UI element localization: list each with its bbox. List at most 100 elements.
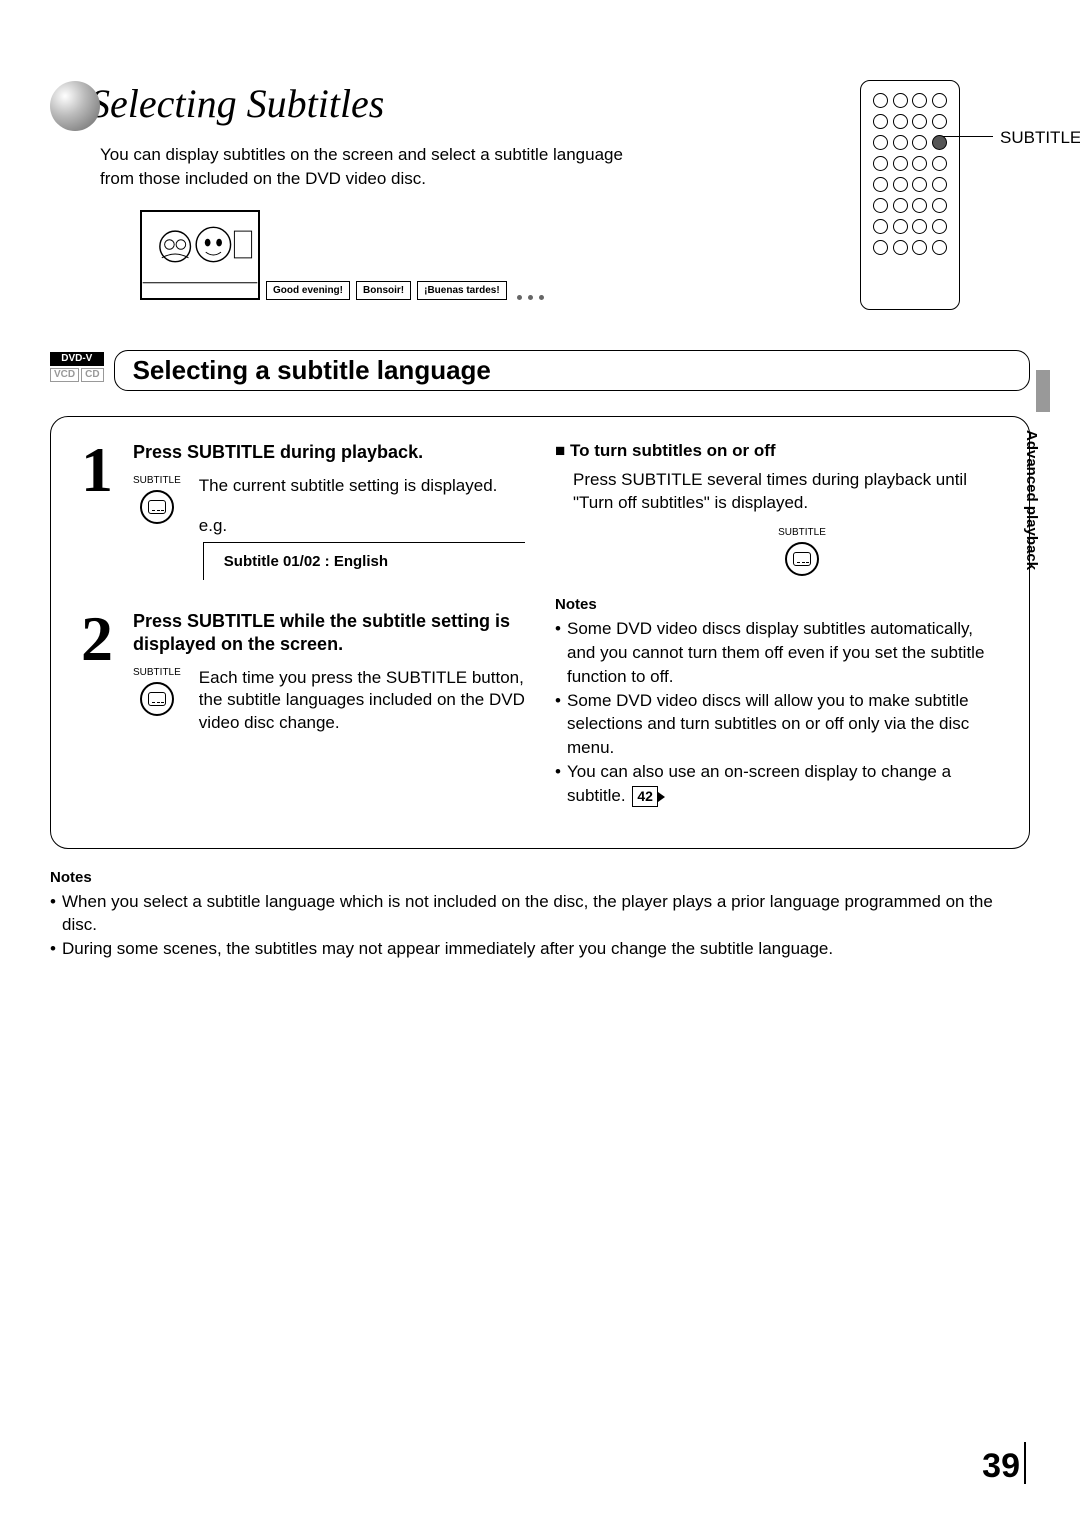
remote-button [912,135,927,150]
subtitle-button-icon: SUBTITLE [133,667,181,716]
section-title: Selecting a subtitle language [133,355,491,385]
step-number: 1 [81,441,121,579]
subtitle-button-icon: SUBTITLE [605,527,999,576]
subtitle-button-label: SUBTITLE [778,527,826,538]
remote-button [912,93,927,108]
disc-badges: DVD-V VCD CD [50,350,104,382]
speech-illustration: Good evening! Bonsoir! ¡Buenas tardes! [140,210,860,300]
badge-dvd: DVD-V [50,352,104,366]
remote-button [873,156,888,171]
remote-button [912,198,927,213]
eg-block: e.g. Subtitle 01/02 : English [199,516,525,580]
main-box: 1 Press SUBTITLE during playback. SUBTIT… [50,416,1030,848]
remote-callout-line [943,136,993,137]
note-item: Some DVD video discs display subtitles a… [555,617,999,688]
remote-button [873,198,888,213]
note-item: When you select a subtitle language whic… [50,890,1030,938]
title-block: Selecting Subtitles You can display subt… [50,80,860,320]
characters-box [140,210,260,300]
bottom-notes-list: When you select a subtitle language whic… [50,890,1030,961]
remote-row [871,219,949,234]
top-section: Selecting Subtitles You can display subt… [50,80,1030,320]
notes-heading: Notes [555,596,999,613]
step-content: Press SUBTITLE during playback. SUBTITLE… [133,441,525,579]
sub-heading: To turn subtitles on or off [555,441,999,461]
remote-button [873,219,888,234]
bottom-notes: Notes When you select a subtitle languag… [50,869,1030,961]
left-column: 1 Press SUBTITLE during playback. SUBTIT… [81,441,525,807]
remote-button [893,198,908,213]
remote-button [932,177,947,192]
step-text: Each time you press the SUBTITLE button,… [199,667,525,736]
eg-label: e.g. [199,516,525,536]
step-text-wrap: The current subtitle setting is displaye… [199,475,525,580]
step-heading: Press SUBTITLE during playback. [133,441,525,464]
subtitle-button-label: SUBTITLE [133,475,181,486]
subtitle-btn-shape [140,490,174,524]
step-body: SUBTITLE Each time you press the SUBTITL… [133,667,525,736]
remote-button [893,219,908,234]
step-text: The current subtitle setting is displaye… [199,475,525,498]
page-title-text: Selecting Subtitles [90,81,384,126]
remote-illustration [860,80,960,310]
speech-bubble-1: Good evening! [266,281,350,300]
remote-button [932,156,947,171]
page-number-line [1024,1442,1026,1484]
remote-row [871,93,949,108]
remote-button [893,114,908,129]
remote-button [912,156,927,171]
subtitle-button-label: SUBTITLE [133,667,181,678]
remote-button [912,240,927,255]
step-heading: Press SUBTITLE while the subtitle settin… [133,610,525,657]
remote-row [871,177,949,192]
right-text: Press SUBTITLE several times during play… [573,469,999,515]
step-content: Press SUBTITLE while the subtitle settin… [133,610,525,736]
remote-button [873,93,888,108]
page-ref: 42 [632,786,658,808]
side-tab-marker [1036,370,1050,412]
step-body: SUBTITLE The current subtitle setting is… [133,475,525,580]
badge-cd: CD [81,368,103,382]
remote-button [912,177,927,192]
speech-dots [517,295,544,300]
remote-button [932,219,947,234]
remote-button [912,219,927,234]
intro-text: You can display subtitles on the screen … [100,143,660,191]
remote-block: SUBTITLE [860,80,960,320]
note-item: During some scenes, the subtitles may no… [50,937,1030,961]
remote-button [893,156,908,171]
remote-row [871,114,949,129]
page-title: Selecting Subtitles [50,80,860,133]
right-column: To turn subtitles on or off Press SUBTIT… [555,441,999,807]
remote-button [873,240,888,255]
remote-button [932,240,947,255]
remote-button [932,93,947,108]
remote-row [871,156,949,171]
remote-button [873,177,888,192]
section-header-bar: Selecting a subtitle language [114,350,1030,391]
remote-callout-label: SUBTITLE [1000,128,1080,148]
bottom-notes-heading: Notes [50,869,1030,886]
note-item: Some DVD video discs will allow you to m… [555,689,999,760]
step-2: 2 Press SUBTITLE while the subtitle sett… [81,610,525,736]
remote-row [871,198,949,213]
remote-button [932,198,947,213]
remote-button [893,93,908,108]
right-notes-list: Some DVD video discs display subtitles a… [555,617,999,807]
page-number: 39 [982,1447,1020,1486]
section-header: DVD-V VCD CD Selecting a subtitle langua… [50,350,1030,391]
subtitle-btn-shape [140,682,174,716]
side-tab: Advanced playback [1023,430,1040,570]
remote-button [932,114,947,129]
remote-button [893,177,908,192]
remote-button [912,114,927,129]
speech-bubble-3: ¡Buenas tardes! [417,281,507,300]
speech-bubble-2: Bonsoir! [356,281,411,300]
remote-button [932,135,947,150]
badge-vcd: VCD [50,368,79,382]
remote-button [873,135,888,150]
step-number: 2 [81,610,121,736]
remote-row [871,135,949,150]
subtitle-display: Subtitle 01/02 : English [203,542,525,580]
step-1: 1 Press SUBTITLE during playback. SUBTIT… [81,441,525,579]
